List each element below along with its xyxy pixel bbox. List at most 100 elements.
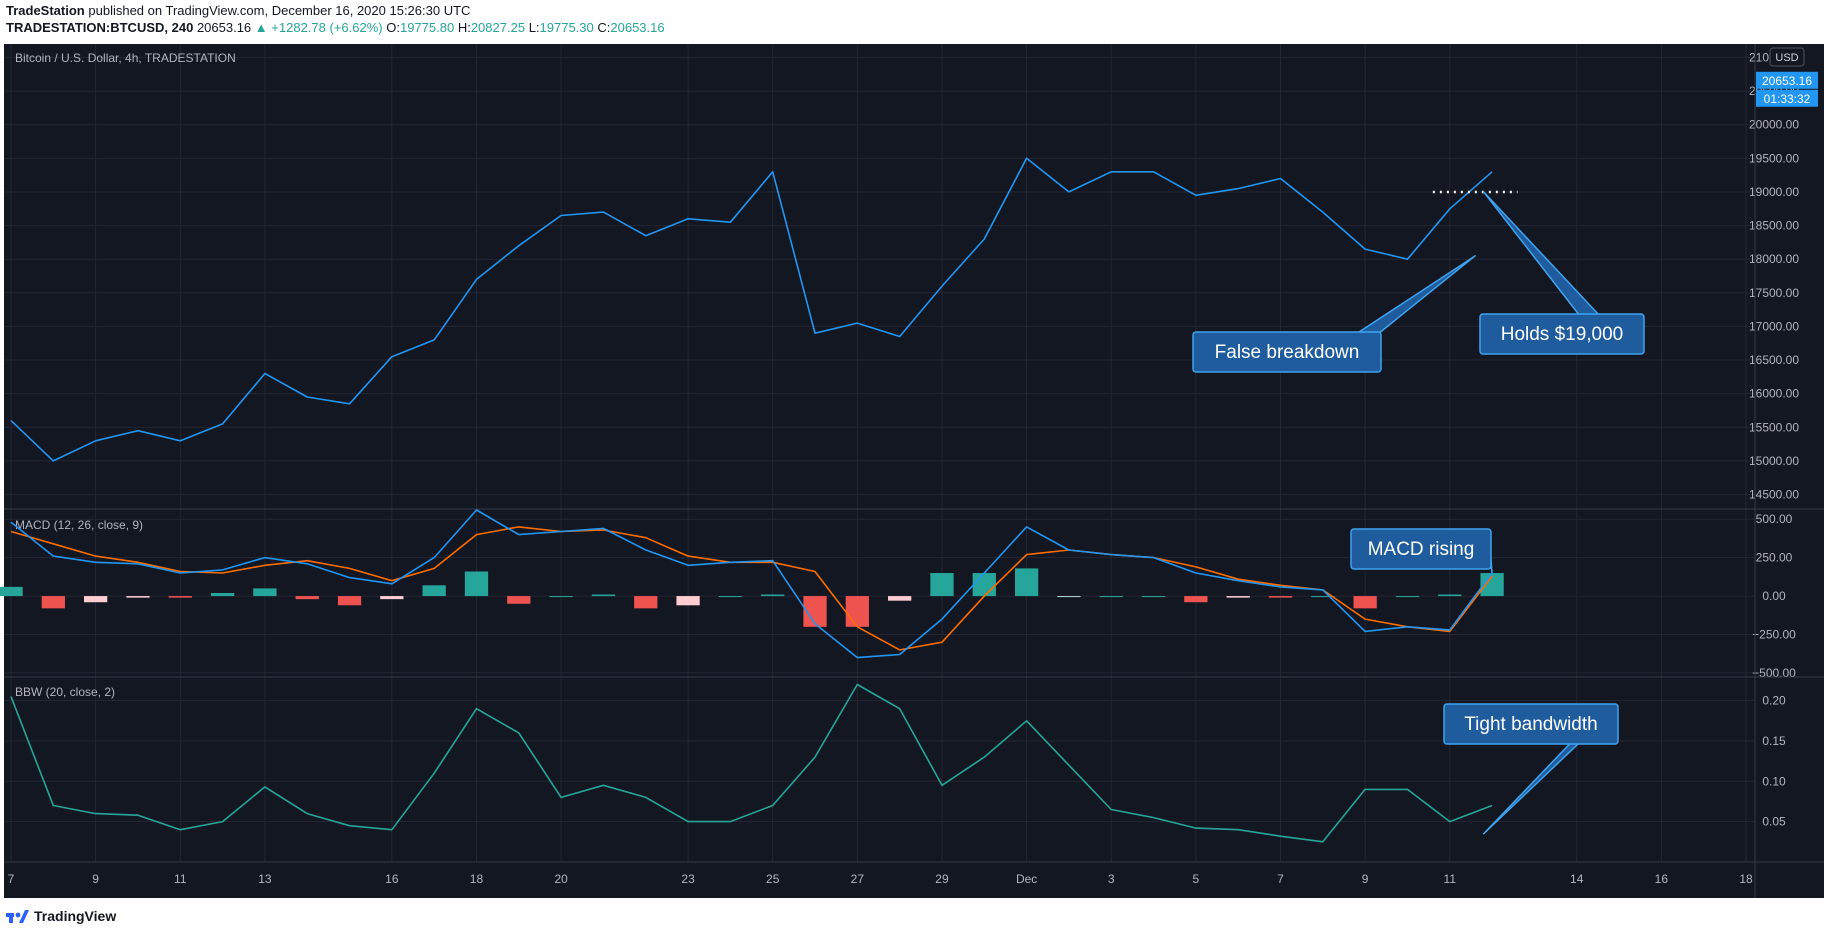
macd-histogram-bar	[803, 596, 827, 627]
macd-histogram-bar	[676, 596, 700, 606]
price-axis-tick-label: 17000.00	[1749, 319, 1799, 333]
time-axis-tick-label: 14	[1570, 872, 1584, 886]
annotation-tight-bandwidth-box	[1443, 703, 1619, 745]
currency-badge	[1769, 47, 1805, 67]
time-axis-tick-label: 23	[681, 872, 695, 886]
price-axis-tick-label: 14500.00	[1749, 488, 1799, 502]
macd-histogram-bar	[1311, 596, 1335, 598]
price-axis-tick-label: 19000.00	[1749, 185, 1799, 199]
countdown-tag	[1756, 89, 1818, 107]
countdown-tag-label: 01:33:32	[1764, 92, 1811, 106]
macd-histogram-bar	[972, 573, 996, 597]
annotation-false-breakdown-box	[1192, 331, 1382, 373]
macd-histogram-bar	[845, 596, 869, 627]
macd-histogram-bar	[0, 586, 23, 597]
annotation-macd-rising-box	[1350, 528, 1492, 570]
macd-pane-title: MACD (12, 26, close, 9)	[15, 518, 143, 532]
price-axis-tick-label: 16500.00	[1749, 353, 1799, 367]
footer: TradingView	[0, 902, 1828, 930]
time-axis-tick-label: 27	[851, 872, 865, 886]
close-value: 20653.16	[610, 20, 665, 35]
macd-histogram-bar	[168, 596, 192, 598]
price-axis-tick-label: 18500.00	[1749, 219, 1799, 233]
time-axis-tick-label: 16	[385, 872, 399, 886]
macd-histogram-bar	[1014, 568, 1039, 597]
annotation-tight-bandwidth-label: Tight bandwidth	[1464, 714, 1597, 735]
bbw-pane-title: BBW (20, close, 2)	[15, 685, 115, 699]
time-axis-tick-label: 11	[174, 872, 187, 886]
macd-histogram-bar	[761, 594, 785, 597]
macd-axis-tick-label: −250.00	[1752, 628, 1796, 642]
annotation-macd-rising-label: MACD rising	[1368, 539, 1475, 560]
macd-histogram-bar	[1184, 596, 1208, 603]
macd-histogram-bar	[1099, 596, 1123, 598]
macd-histogram-bar	[1268, 596, 1293, 598]
price-axis-tick-label: 15000.00	[1749, 454, 1799, 468]
time-axis-tick-label: 16	[1655, 872, 1669, 886]
time-axis-tick-label: 3	[1108, 872, 1115, 886]
tradingview-logo-icon	[6, 910, 29, 923]
macd-histogram-bar	[634, 596, 658, 609]
high-label: H:	[457, 20, 471, 35]
macd-histogram-bar	[1057, 596, 1081, 598]
price-axis-tick-label: 20000.00	[1749, 118, 1799, 132]
time-axis-tick-label: Dec	[1016, 872, 1037, 886]
last-price-tag-label: 20653.16	[1762, 74, 1812, 88]
macd-line	[10, 509, 1493, 659]
bbw-line	[10, 683, 1493, 843]
bbw-axis-tick-label: 0.20	[1762, 694, 1786, 708]
up-arrow-icon: ▲	[254, 20, 268, 35]
macd-histogram-bar	[1353, 596, 1377, 609]
annotation-holds-19000-label: Holds $19,000	[1501, 324, 1624, 345]
macd-histogram-bar	[337, 596, 362, 606]
price-axis-tick-label: 18000.00	[1749, 252, 1799, 266]
macd-histogram-bar	[888, 596, 912, 601]
price-axis-tick-label: 16000.00	[1749, 387, 1799, 401]
macd-histogram-bar	[1438, 594, 1462, 597]
time-axis-tick-label: 11	[1444, 872, 1457, 886]
macd-axis-tick-label: 0.00	[1762, 589, 1786, 603]
macd-histogram-bar	[1395, 596, 1420, 598]
open-value: 19775.80	[399, 20, 455, 35]
macd-histogram-bar	[507, 596, 531, 604]
macd-histogram-bar	[83, 596, 108, 603]
time-axis-tick-label: 5	[1193, 872, 1200, 886]
open-label: O:	[386, 20, 400, 35]
macd-axis-tick-label: 250.00	[1756, 551, 1793, 565]
bbw-axis-tick-label: 0.10	[1762, 774, 1786, 788]
price-axis-tick-label: 19500.00	[1749, 151, 1799, 165]
bbw-axis-tick-label: 0.05	[1762, 815, 1786, 829]
macd-histogram-bar	[591, 594, 616, 597]
time-axis-tick-label: 9	[1362, 872, 1369, 886]
macd-histogram-bar	[718, 596, 743, 598]
chart-area[interactable]: 14500.00 15000.00 15500.00 16000.00 16500.00…	[0, 40, 1828, 902]
macd-histogram-bar	[422, 585, 446, 597]
time-axis-tick-label: 18	[470, 872, 484, 886]
macd-histogram-bar	[549, 596, 573, 598]
time-axis-tick-label: 25	[766, 872, 780, 886]
publisher-name: TradeStation	[6, 3, 85, 18]
time-axis-tick-label: 20	[554, 872, 568, 886]
time-axis-tick-label: 7	[1277, 872, 1284, 886]
macd-histogram-bar	[464, 571, 489, 597]
publish-info: TradeStation published on TradingView.co…	[6, 3, 470, 18]
price-change: +1282.78 (+6.62%)	[271, 20, 383, 35]
symbol-label: TRADESTATION:BTCUSD, 240	[6, 20, 194, 35]
macd-axis-tick-label: 500.00	[1756, 512, 1793, 526]
close-label: C:	[597, 20, 611, 35]
time-axis-tick-label: 13	[258, 872, 272, 886]
high-value: 20827.25	[470, 20, 526, 35]
published-text: published on TradingView.com, December 1…	[88, 3, 471, 18]
chart-svg[interactable]: 14500.0015000.0015500.0016000.0016500.00…	[0, 40, 1828, 902]
low-value: 19775.30	[539, 20, 594, 35]
price-axis-tick-label: 15500.00	[1749, 420, 1799, 434]
macd-histogram-bar	[126, 596, 150, 598]
time-axis-tick-label: 7	[8, 872, 15, 886]
macd-histogram-bar	[1141, 596, 1166, 598]
time-axis-tick-label: 18	[1739, 872, 1753, 886]
macd-histogram-bar	[41, 596, 65, 609]
time-axis-tick-label: 9	[92, 872, 99, 886]
annotation-false-breakdown-label: False breakdown	[1215, 342, 1360, 363]
macd-histogram-bar	[253, 588, 277, 597]
macd-histogram-bar	[295, 596, 319, 600]
